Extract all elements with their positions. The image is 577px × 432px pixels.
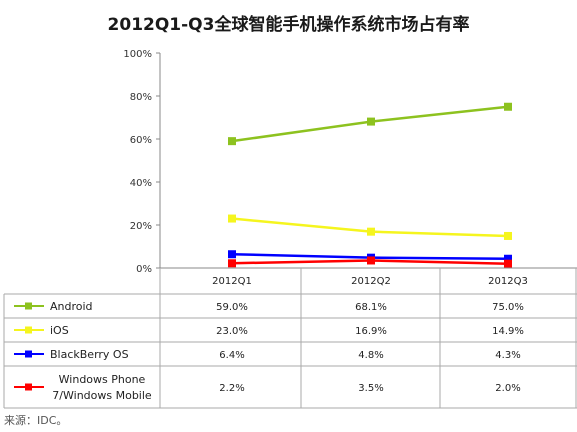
legend-key-marker [25,326,32,334]
y-tick-label: 0% [136,264,152,275]
data-table-cell: 6.4% [219,350,244,361]
line-chart: 0% 20% 40% 60% 80% 100% 2012Q1 2012Q2 2012Q3 And… [3,49,577,409]
y-tick-label: 80% [130,92,152,103]
data-table-cell: 3.5% [358,383,383,394]
legend-label-line: Windows Phone [59,373,146,386]
chart-title: 2012Q1-Q3全球智能手机操作系统市场占有率 [107,15,470,35]
y-tick-label: 100% [123,49,152,60]
legend-label: Android [50,300,93,313]
x-tick-label: 2012Q3 [488,276,528,287]
data-table-cell: 59.0% [216,302,248,313]
data-point-marker [504,102,512,111]
data-point-marker [367,256,375,265]
data-point-marker [504,259,512,268]
source-note: 来源：IDC。 [4,414,68,427]
legend-label-line: 7/Windows Mobile [52,389,152,402]
x-tick-label: 2012Q1 [212,276,252,287]
data-table-cell: 2.2% [219,383,244,394]
data-table-cell: 68.1% [355,302,387,313]
data-point-marker [228,137,236,146]
data-table-cell: 75.0% [492,302,524,313]
data-table-cell: 16.9% [355,326,387,337]
data-point-marker [367,227,375,236]
y-tick-label: 60% [130,135,152,146]
data-table-cell: 4.3% [495,350,520,361]
legend-key-marker [25,302,32,310]
data-point-marker [504,231,512,240]
data-point-marker [228,259,236,268]
data-point-marker [228,250,236,259]
data-point-marker [504,254,512,263]
data-table-cell: 4.8% [358,350,383,361]
axes: 0% 20% 40% 60% 80% 100% [123,49,161,275]
series-lines [228,102,512,268]
legend-key-marker [25,350,32,358]
data-table-cell: 14.9% [492,326,524,337]
data-point-marker [367,117,375,126]
data-table: 2012Q1 2012Q2 2012Q3 Android 59.0% 68.1% 75.0%… [3,267,577,409]
legend-key-marker [25,383,32,391]
x-tick-label: 2012Q2 [351,276,391,287]
legend-label: BlackBerry OS [50,348,129,361]
legend-label: iOS [50,324,69,337]
data-table-cell: 23.0% [216,326,248,337]
data-table-cell: 2.0% [495,383,520,394]
y-tick-label: 40% [130,178,152,189]
y-tick-label: 20% [130,221,152,232]
data-point-marker [228,214,236,223]
